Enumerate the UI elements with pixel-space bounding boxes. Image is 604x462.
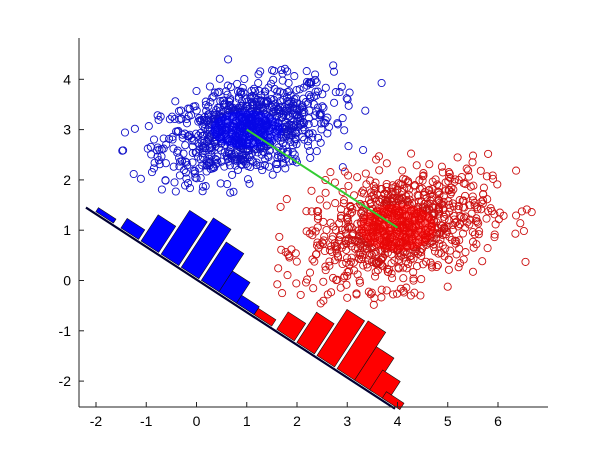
histogram-bar xyxy=(95,207,117,224)
histogram-bar xyxy=(316,308,366,368)
histogram-bar xyxy=(336,320,387,381)
y-tick-label: 2 xyxy=(63,172,71,188)
mean-connector-line xyxy=(246,128,399,229)
x-tick-label: 4 xyxy=(394,413,402,429)
histogram-bar xyxy=(120,217,146,240)
y-tick-label: 3 xyxy=(63,122,71,138)
histogram-bar xyxy=(200,241,245,293)
axes: -2 -1 0 1 2 3 4 5 6 -2 -1 0 1 2 3 4 xyxy=(59,38,548,429)
histogram-bar xyxy=(236,294,260,316)
plot-area xyxy=(85,55,536,410)
x-tick-label: 6 xyxy=(494,413,502,429)
x-tick-label: -1 xyxy=(140,413,153,429)
y-tick-label: 0 xyxy=(63,273,71,289)
y-tick-label: 1 xyxy=(63,222,71,238)
y-tick-label: 4 xyxy=(63,71,71,87)
histogram-bar xyxy=(140,214,177,253)
histogram-bar xyxy=(253,307,277,327)
histogram-bar xyxy=(276,311,307,342)
x-tick-label: 0 xyxy=(193,413,201,429)
histogram-bar xyxy=(354,346,395,392)
x-tick-label: -2 xyxy=(90,413,103,429)
x-tick-label: 2 xyxy=(293,413,301,429)
x-ticks: -2 -1 0 1 2 3 4 5 6 xyxy=(90,402,502,429)
class-blue-core xyxy=(210,110,284,149)
x-tick-label: 3 xyxy=(343,413,351,429)
histogram-bar xyxy=(296,311,335,355)
y-ticks: -2 -1 0 1 2 3 4 xyxy=(59,71,84,389)
projection-axis-line xyxy=(85,206,396,410)
class-blue-points xyxy=(118,55,386,197)
histogram-bar xyxy=(160,209,208,267)
red-projection-histogram xyxy=(253,307,405,410)
histogram-bar xyxy=(218,270,251,304)
y-tick-label: -2 xyxy=(59,373,72,389)
histogram-bar xyxy=(369,369,401,402)
histogram-bar xyxy=(381,391,405,410)
y-tick-label: -1 xyxy=(59,323,72,339)
histogram-bar xyxy=(180,217,232,280)
blue-projection-histogram xyxy=(95,207,260,316)
x-tick-label: 1 xyxy=(243,413,251,429)
x-tick-label: 5 xyxy=(444,413,452,429)
